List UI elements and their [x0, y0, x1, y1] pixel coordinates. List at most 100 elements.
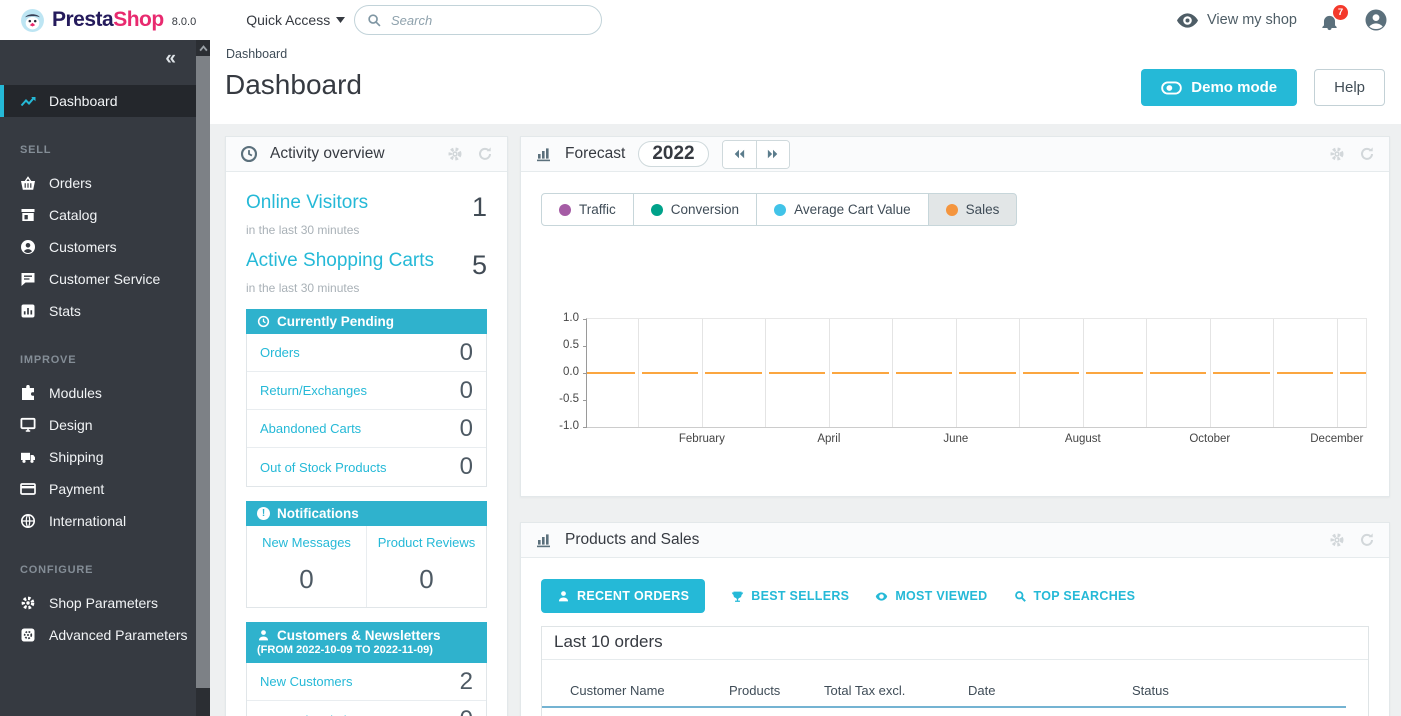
products-tab-label: BEST SELLERS	[751, 589, 849, 603]
person-icon	[557, 590, 570, 603]
sales-line-segment	[587, 372, 635, 374]
next-year-button[interactable]	[756, 141, 789, 168]
refresh-icon[interactable]	[1359, 532, 1375, 548]
sidebar-item-label: Payment	[49, 481, 104, 497]
user-avatar[interactable]	[1365, 9, 1387, 31]
forecast-tab-label: Sales	[966, 202, 1000, 217]
forecast-tab-traffic[interactable]: Traffic	[541, 193, 634, 226]
forecast-tab-average-cart-value[interactable]: Average Cart Value	[756, 193, 929, 226]
pending-link-return-exchanges[interactable]: Return/Exchanges	[260, 383, 367, 398]
help-button[interactable]: Help	[1314, 69, 1385, 106]
forecast-tab-sales[interactable]: Sales	[928, 193, 1018, 226]
notification-link-new-messages[interactable]: New Messages	[251, 535, 362, 550]
sidebar-item-shipping[interactable]: Shipping	[0, 441, 196, 473]
chart-gridline	[1337, 319, 1338, 427]
sidebar-item-customer-service[interactable]: Customer Service	[0, 263, 196, 295]
stat-value: 5	[472, 252, 487, 279]
sidebar-item-payment[interactable]: Payment	[0, 473, 196, 505]
previous-year-button[interactable]	[723, 141, 756, 168]
stat-link-online-visitors[interactable]: Online Visitors	[246, 192, 368, 214]
sidebar-item-label: Modules	[49, 385, 102, 401]
section-title: Notifications	[277, 506, 359, 521]
sidebar-item-stats[interactable]: Stats	[0, 295, 196, 327]
sidebar-item-label: Customer Service	[49, 271, 160, 287]
pending-link-out-of-stock-products[interactable]: Out of Stock Products	[260, 460, 386, 475]
sidebar-item-international[interactable]: International	[0, 505, 196, 537]
demo-mode-button[interactable]: Demo mode	[1141, 69, 1297, 106]
column-header-date: Date	[968, 683, 1132, 698]
view-my-shop-link[interactable]: View my shop	[1177, 12, 1297, 28]
forecast-chart: 1.00.50.0-0.5-1.0FebruaryAprilJuneAugust…	[541, 318, 1367, 428]
scrollbar-thumb[interactable]	[196, 56, 210, 688]
basket-icon	[20, 175, 36, 191]
clock-icon	[240, 145, 258, 163]
pending-link-abandoned-carts[interactable]: Abandoned Carts	[260, 421, 361, 436]
sidebar-item-advanced-parameters[interactable]: Advanced Parameters	[0, 619, 196, 651]
refresh-icon[interactable]	[477, 146, 493, 162]
x-axis-tick-label: February	[679, 433, 725, 445]
sidebar-item-customers[interactable]: Customers	[0, 231, 196, 263]
sidebar-item-shop-parameters[interactable]: Shop Parameters	[0, 587, 196, 619]
y-axis-tick-label: -1.0	[539, 420, 579, 432]
pending-link-orders[interactable]: Orders	[260, 345, 300, 360]
gear-icon[interactable]	[1329, 532, 1345, 548]
sidebar-item-modules[interactable]: Modules	[0, 377, 196, 409]
products-tab-label: RECENT ORDERS	[577, 589, 689, 603]
stat-link-active-shopping-carts[interactable]: Active Shopping Carts	[246, 250, 434, 272]
column-header-status: Status	[1132, 683, 1346, 698]
customers-link-new-subscriptions[interactable]: New Subscriptions	[260, 713, 368, 716]
search-icon	[367, 13, 382, 28]
customers-link-new-customers[interactable]: New Customers	[260, 674, 352, 689]
sidebar-item-catalog[interactable]: Catalog	[0, 199, 196, 231]
notification-link-product-reviews[interactable]: Product Reviews	[371, 535, 482, 550]
y-axis-tick-mark	[583, 400, 587, 401]
page-title: Dashboard	[225, 69, 362, 101]
sidebar-collapse-button[interactable]: «	[0, 40, 196, 74]
series-dot	[651, 204, 663, 216]
stat-value: 1	[472, 194, 487, 221]
sidebar-item-design[interactable]: Design	[0, 409, 196, 441]
chart-gridline	[1146, 319, 1147, 427]
eye-icon	[875, 590, 888, 603]
y-axis-tick-label: -0.5	[539, 393, 579, 405]
gear-icon[interactable]	[1329, 146, 1345, 162]
exclamation-icon: !	[257, 507, 270, 520]
activity-overview-panel: Activity overview Online Visitors1in the…	[225, 136, 508, 716]
quick-access-menu[interactable]: Quick Access	[246, 12, 345, 28]
products-tab-most-viewed[interactable]: MOST VIEWED	[875, 589, 987, 603]
customers-row-new-subscriptions: New Subscriptions0	[247, 701, 486, 716]
sidebar-section-title: SELL	[0, 144, 196, 156]
prestashop-logo[interactable]: PrestaShop 8.0.0	[20, 8, 196, 33]
sidebar-item-label: Stats	[49, 303, 81, 319]
forecast-year: 2022	[638, 141, 708, 167]
scroll-up-icon[interactable]	[196, 40, 210, 56]
gear-icon[interactable]	[447, 146, 463, 162]
sidebar-section-title: CONFIGURE	[0, 564, 196, 576]
search-input[interactable]	[391, 13, 589, 28]
sidebar-section-title: IMPROVE	[0, 354, 196, 366]
sidebar-item-dashboard[interactable]: Dashboard	[0, 85, 196, 117]
caret-down-icon	[336, 17, 345, 23]
notification-cell-new-messages: New Messages0	[247, 526, 366, 607]
breadcrumb[interactable]: Dashboard	[226, 47, 287, 61]
products-tab-top-searches[interactable]: TOP SEARCHES	[1014, 589, 1136, 603]
advanced-gear-icon	[20, 627, 36, 643]
table-title: Last 10 orders	[542, 627, 1368, 660]
sidebar-item-orders[interactable]: Orders	[0, 167, 196, 199]
refresh-icon[interactable]	[1359, 146, 1375, 162]
notifications-header: ! Notifications	[246, 501, 487, 526]
products-tab-recent-orders[interactable]: RECENT ORDERS	[541, 579, 705, 613]
toggle-icon	[1161, 81, 1182, 95]
puzzle-icon	[20, 385, 36, 401]
products-tab-best-sellers[interactable]: BEST SELLERS	[731, 589, 849, 603]
sidebar-scrollbar[interactable]	[196, 40, 210, 716]
customers-newsletters-header: Customers & Newsletters(FROM 2022-10-09 …	[246, 622, 487, 663]
bar-chart-icon	[535, 531, 553, 549]
y-axis-tick-label: 0.5	[539, 339, 579, 351]
series-dot	[559, 204, 571, 216]
chart-gridline	[956, 319, 957, 427]
x-axis-tick-label: October	[1189, 433, 1230, 445]
forecast-tab-label: Conversion	[671, 202, 739, 217]
notifications-button[interactable]: 7	[1321, 9, 1341, 31]
forecast-tab-conversion[interactable]: Conversion	[633, 193, 757, 226]
